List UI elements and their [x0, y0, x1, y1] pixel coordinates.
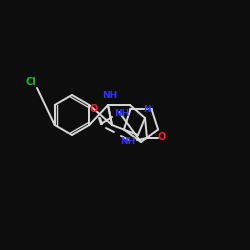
Text: NH: NH [120, 136, 136, 145]
Text: Cl: Cl [26, 77, 36, 87]
Text: O: O [90, 104, 98, 114]
Text: N: N [143, 106, 151, 114]
Text: O: O [158, 132, 166, 142]
Text: NH: NH [102, 90, 118, 100]
Text: NH: NH [114, 108, 130, 118]
